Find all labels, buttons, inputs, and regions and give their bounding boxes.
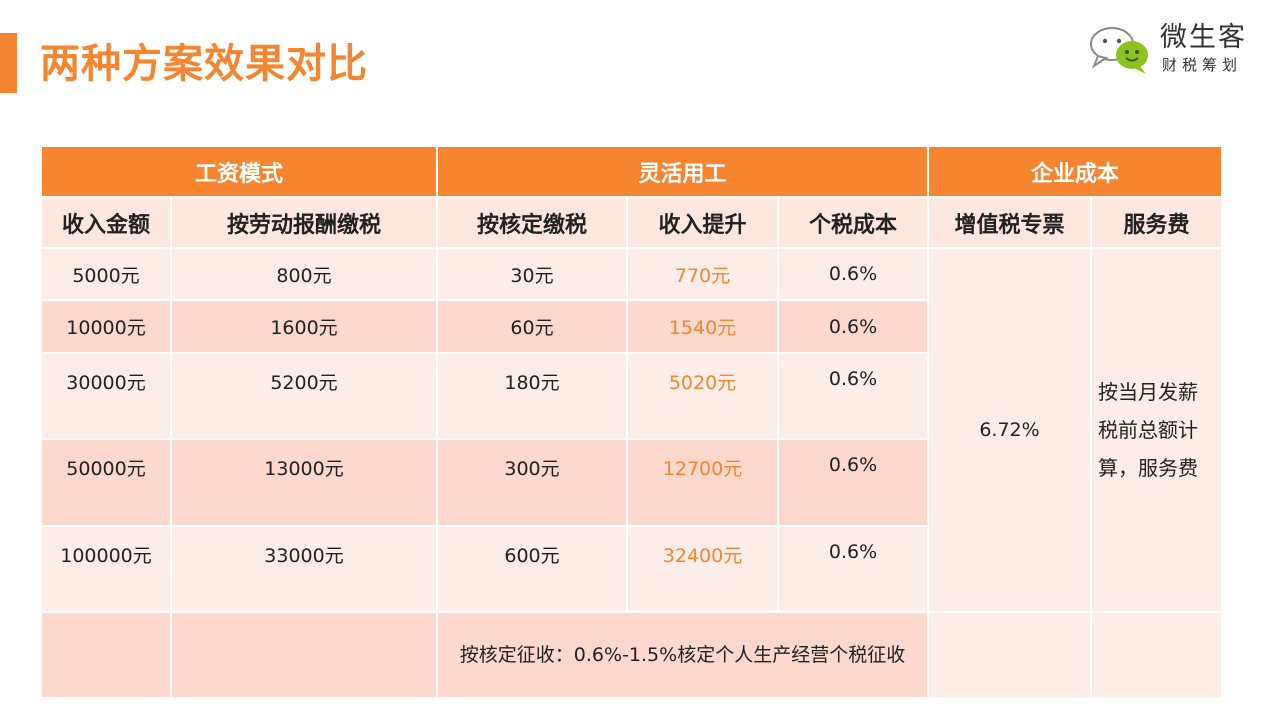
page-title: 两种方案效果对比	[40, 41, 368, 87]
logo-name: 微生客	[1160, 22, 1247, 53]
service-fee-cell: 按当月发薪税前总额计算，服务费	[1090, 247, 1223, 613]
empty-cell	[1090, 611, 1223, 699]
labor-tax-cell: 5200元	[170, 352, 438, 440]
column-header: 按核定缴税	[436, 196, 628, 249]
increase-cell: 12700元	[626, 438, 779, 527]
column-header: 按劳动报酬缴税	[170, 196, 438, 249]
column-header: 收入提升	[626, 196, 779, 249]
increase-cell: 770元	[626, 247, 779, 301]
brand-logo: 微生客 财税筹划	[1088, 22, 1258, 78]
table-row: 5000元 800元 30元 770元 0.6% 6.72% 按当月发薪税前总额…	[40, 247, 1223, 613]
table-row: 30000元 5200元 180元 5020元 0.6%	[40, 352, 1222, 440]
table-row: 50000元 13000元 300元 12700元 0.6%	[40, 438, 1222, 527]
group-header-flexible: 灵活用工	[436, 145, 929, 198]
column-header: 增值税专票	[927, 196, 1092, 249]
assessed-tax-cell: 30元	[436, 247, 628, 301]
group-header-salary: 工资模式	[40, 145, 438, 198]
increase-cell: 1540元	[626, 299, 779, 354]
vat-invoice-cell: 6.72%	[927, 247, 1092, 613]
increase-cell: 5020元	[626, 352, 779, 440]
assessed-tax-cell: 60元	[436, 299, 628, 354]
column-header: 收入金额	[40, 196, 172, 249]
assessed-tax-cell: 300元	[436, 438, 628, 527]
note-row: 按核定征收：0.6%-1.5%核定个人生产经营个税征收	[40, 611, 1223, 699]
assessment-note: 按核定征收：0.6%-1.5%核定个人生产经营个税征收	[436, 611, 929, 699]
column-header: 服务费	[1090, 196, 1223, 249]
income-cell: 5000元	[40, 247, 172, 301]
table-row: 100000元 33000元 600元 32400元 0.6%	[40, 525, 1222, 613]
iit-cost-cell: 0.6%	[777, 247, 929, 301]
comparison-table: 工资模式 灵活用工 企业成本 收入金额 按劳动报酬缴税 按核定缴税 收入提升 个…	[40, 145, 1223, 699]
increase-cell: 32400元	[626, 525, 779, 613]
iit-cost-cell: 0.6%	[777, 525, 929, 613]
labor-tax-cell: 13000元	[170, 438, 438, 527]
labor-tax-cell: 1600元	[170, 299, 438, 354]
empty-cell	[927, 611, 1092, 699]
iit-cost-cell: 0.6%	[777, 299, 929, 354]
assessed-tax-cell: 180元	[436, 352, 628, 440]
empty-cell	[170, 611, 438, 699]
empty-cell	[40, 611, 172, 699]
income-cell: 100000元	[40, 525, 172, 613]
group-header-cost: 企业成本	[927, 145, 1223, 198]
income-cell: 10000元	[40, 299, 172, 354]
column-header: 个税成本	[777, 196, 929, 249]
labor-tax-cell: 33000元	[170, 525, 438, 613]
assessed-tax-cell: 600元	[436, 525, 628, 613]
iit-cost-cell: 0.6%	[777, 352, 929, 440]
income-cell: 30000元	[40, 352, 172, 440]
logo-subtitle: 财税筹划	[1162, 56, 1243, 74]
iit-cost-cell: 0.6%	[777, 438, 929, 527]
income-cell: 50000元	[40, 438, 172, 527]
chat-bubbles-icon	[1090, 27, 1148, 74]
labor-tax-cell: 800元	[170, 247, 438, 301]
table-row: 10000元 1600元 60元 1540元 0.6%	[40, 299, 1222, 354]
title-accent-bar	[0, 33, 17, 93]
